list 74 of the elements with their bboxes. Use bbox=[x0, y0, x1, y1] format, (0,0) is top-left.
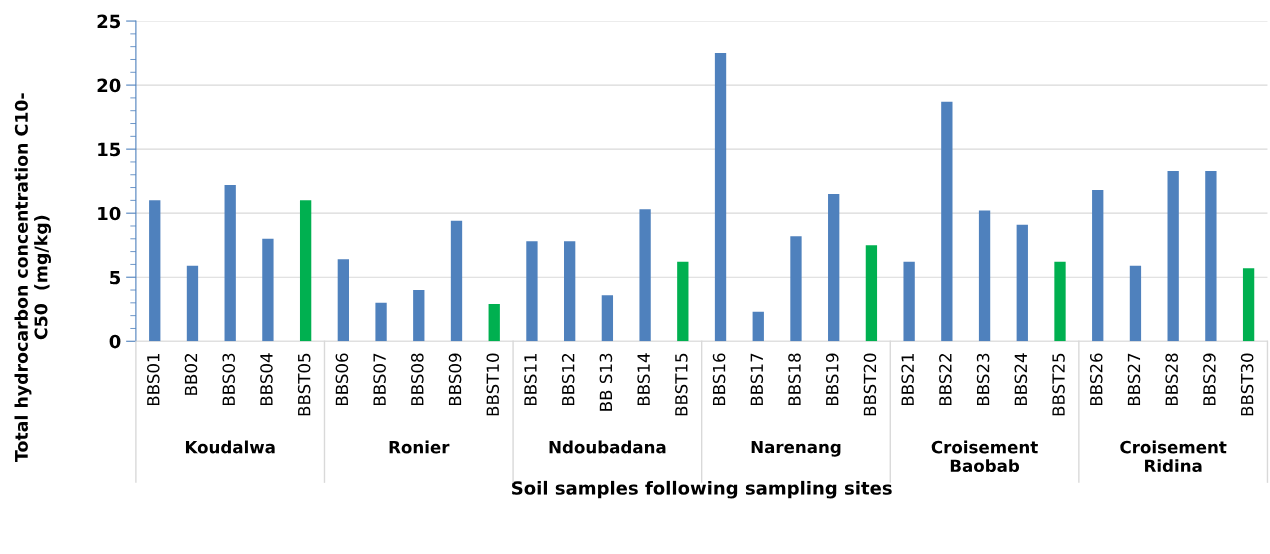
bar bbox=[1242, 268, 1255, 342]
x-tick-label: BBST20 bbox=[863, 353, 877, 416]
x-tick-label: BBST30 bbox=[1240, 353, 1254, 416]
bar bbox=[337, 259, 349, 342]
bar bbox=[677, 261, 689, 342]
y-tick-label: 15 bbox=[98, 142, 121, 157]
bar bbox=[1092, 190, 1104, 342]
bar bbox=[1016, 224, 1028, 342]
x-tick-label: BBS12 bbox=[561, 354, 575, 406]
x-tick-label: BBST25 bbox=[1052, 353, 1065, 416]
x-tick-label: BBS06 bbox=[335, 353, 349, 406]
text: Croisement Baobab bbox=[931, 440, 1038, 473]
x-tick-label: BBS04 bbox=[260, 353, 273, 406]
bar bbox=[790, 236, 802, 342]
bar bbox=[1167, 170, 1179, 342]
x-axis-title: Soil samples following sampling sites bbox=[512, 480, 892, 499]
x-tick-label: BB02 bbox=[184, 354, 198, 395]
bar bbox=[601, 295, 614, 342]
x-tick-label: BBS18 bbox=[788, 353, 801, 406]
x-tick-label: BBS28 bbox=[1165, 353, 1178, 406]
bar bbox=[224, 185, 236, 342]
bar bbox=[149, 200, 161, 342]
y-tick-label: 25 bbox=[97, 14, 121, 29]
bar bbox=[828, 193, 840, 342]
x-tick-label: BBS03 bbox=[222, 353, 236, 406]
bar bbox=[526, 241, 538, 342]
bar bbox=[1205, 170, 1217, 342]
bar bbox=[1129, 265, 1142, 342]
x-tick-label: BBS07 bbox=[373, 353, 386, 406]
x-tick-label: BBS21 bbox=[901, 353, 914, 406]
bar bbox=[186, 265, 199, 342]
x-tick-label: BBS23 bbox=[976, 353, 990, 406]
x-tick-label: BBS27 bbox=[1127, 353, 1141, 406]
x-tick-label: BBST05 bbox=[297, 353, 311, 416]
x-tick-label: BBS01 bbox=[146, 353, 160, 406]
bar bbox=[978, 210, 991, 342]
x-tick-label: BBS14 bbox=[637, 353, 650, 406]
y-tick-label: 5 bbox=[110, 270, 121, 285]
y-axis-title: Total hydrocarbon concentration C10- C50 (mg/kg) bbox=[14, 93, 52, 462]
bar bbox=[639, 209, 651, 342]
x-tick-label: BBST15 bbox=[675, 353, 688, 416]
bar bbox=[299, 200, 312, 342]
bar bbox=[375, 302, 387, 342]
bar bbox=[903, 261, 915, 342]
x-tick-label: BBS29 bbox=[1203, 353, 1216, 406]
x-tick-label: BBST10 bbox=[486, 353, 500, 416]
y-tick-label: 0 bbox=[109, 334, 121, 349]
x-tick-label: BBS24 bbox=[1014, 353, 1028, 406]
x-tick-label: BBS22 bbox=[939, 354, 952, 406]
bar bbox=[941, 101, 953, 342]
x-tick-label: BBS17 bbox=[750, 353, 764, 406]
x-tick-label: BBS16 bbox=[712, 353, 726, 406]
y-tick-label: 10 bbox=[98, 206, 121, 221]
bar bbox=[865, 245, 878, 342]
text: Ndoubadana bbox=[549, 440, 666, 454]
text: Ronier bbox=[389, 440, 450, 454]
bar bbox=[564, 241, 576, 342]
y-tick-label: 20 bbox=[97, 78, 121, 93]
bar bbox=[714, 53, 727, 342]
x-tick-label: BBS08 bbox=[411, 353, 424, 406]
text: Koudalwa bbox=[185, 440, 275, 454]
bar bbox=[413, 290, 425, 342]
bar bbox=[752, 311, 764, 342]
bar bbox=[488, 304, 500, 342]
x-tick-label: BB S13 bbox=[599, 353, 613, 411]
x-tick-label: BBS09 bbox=[448, 353, 462, 406]
x-tick-label: BBS11 bbox=[524, 353, 537, 406]
text: Croisement Ridina bbox=[1120, 440, 1227, 473]
bar bbox=[450, 220, 463, 342]
text: Narenang bbox=[751, 440, 841, 457]
bar bbox=[1054, 261, 1066, 342]
bar bbox=[262, 238, 274, 342]
x-tick-label: BBS26 bbox=[1089, 353, 1103, 406]
x-tick-label: BBS19 bbox=[825, 353, 839, 406]
